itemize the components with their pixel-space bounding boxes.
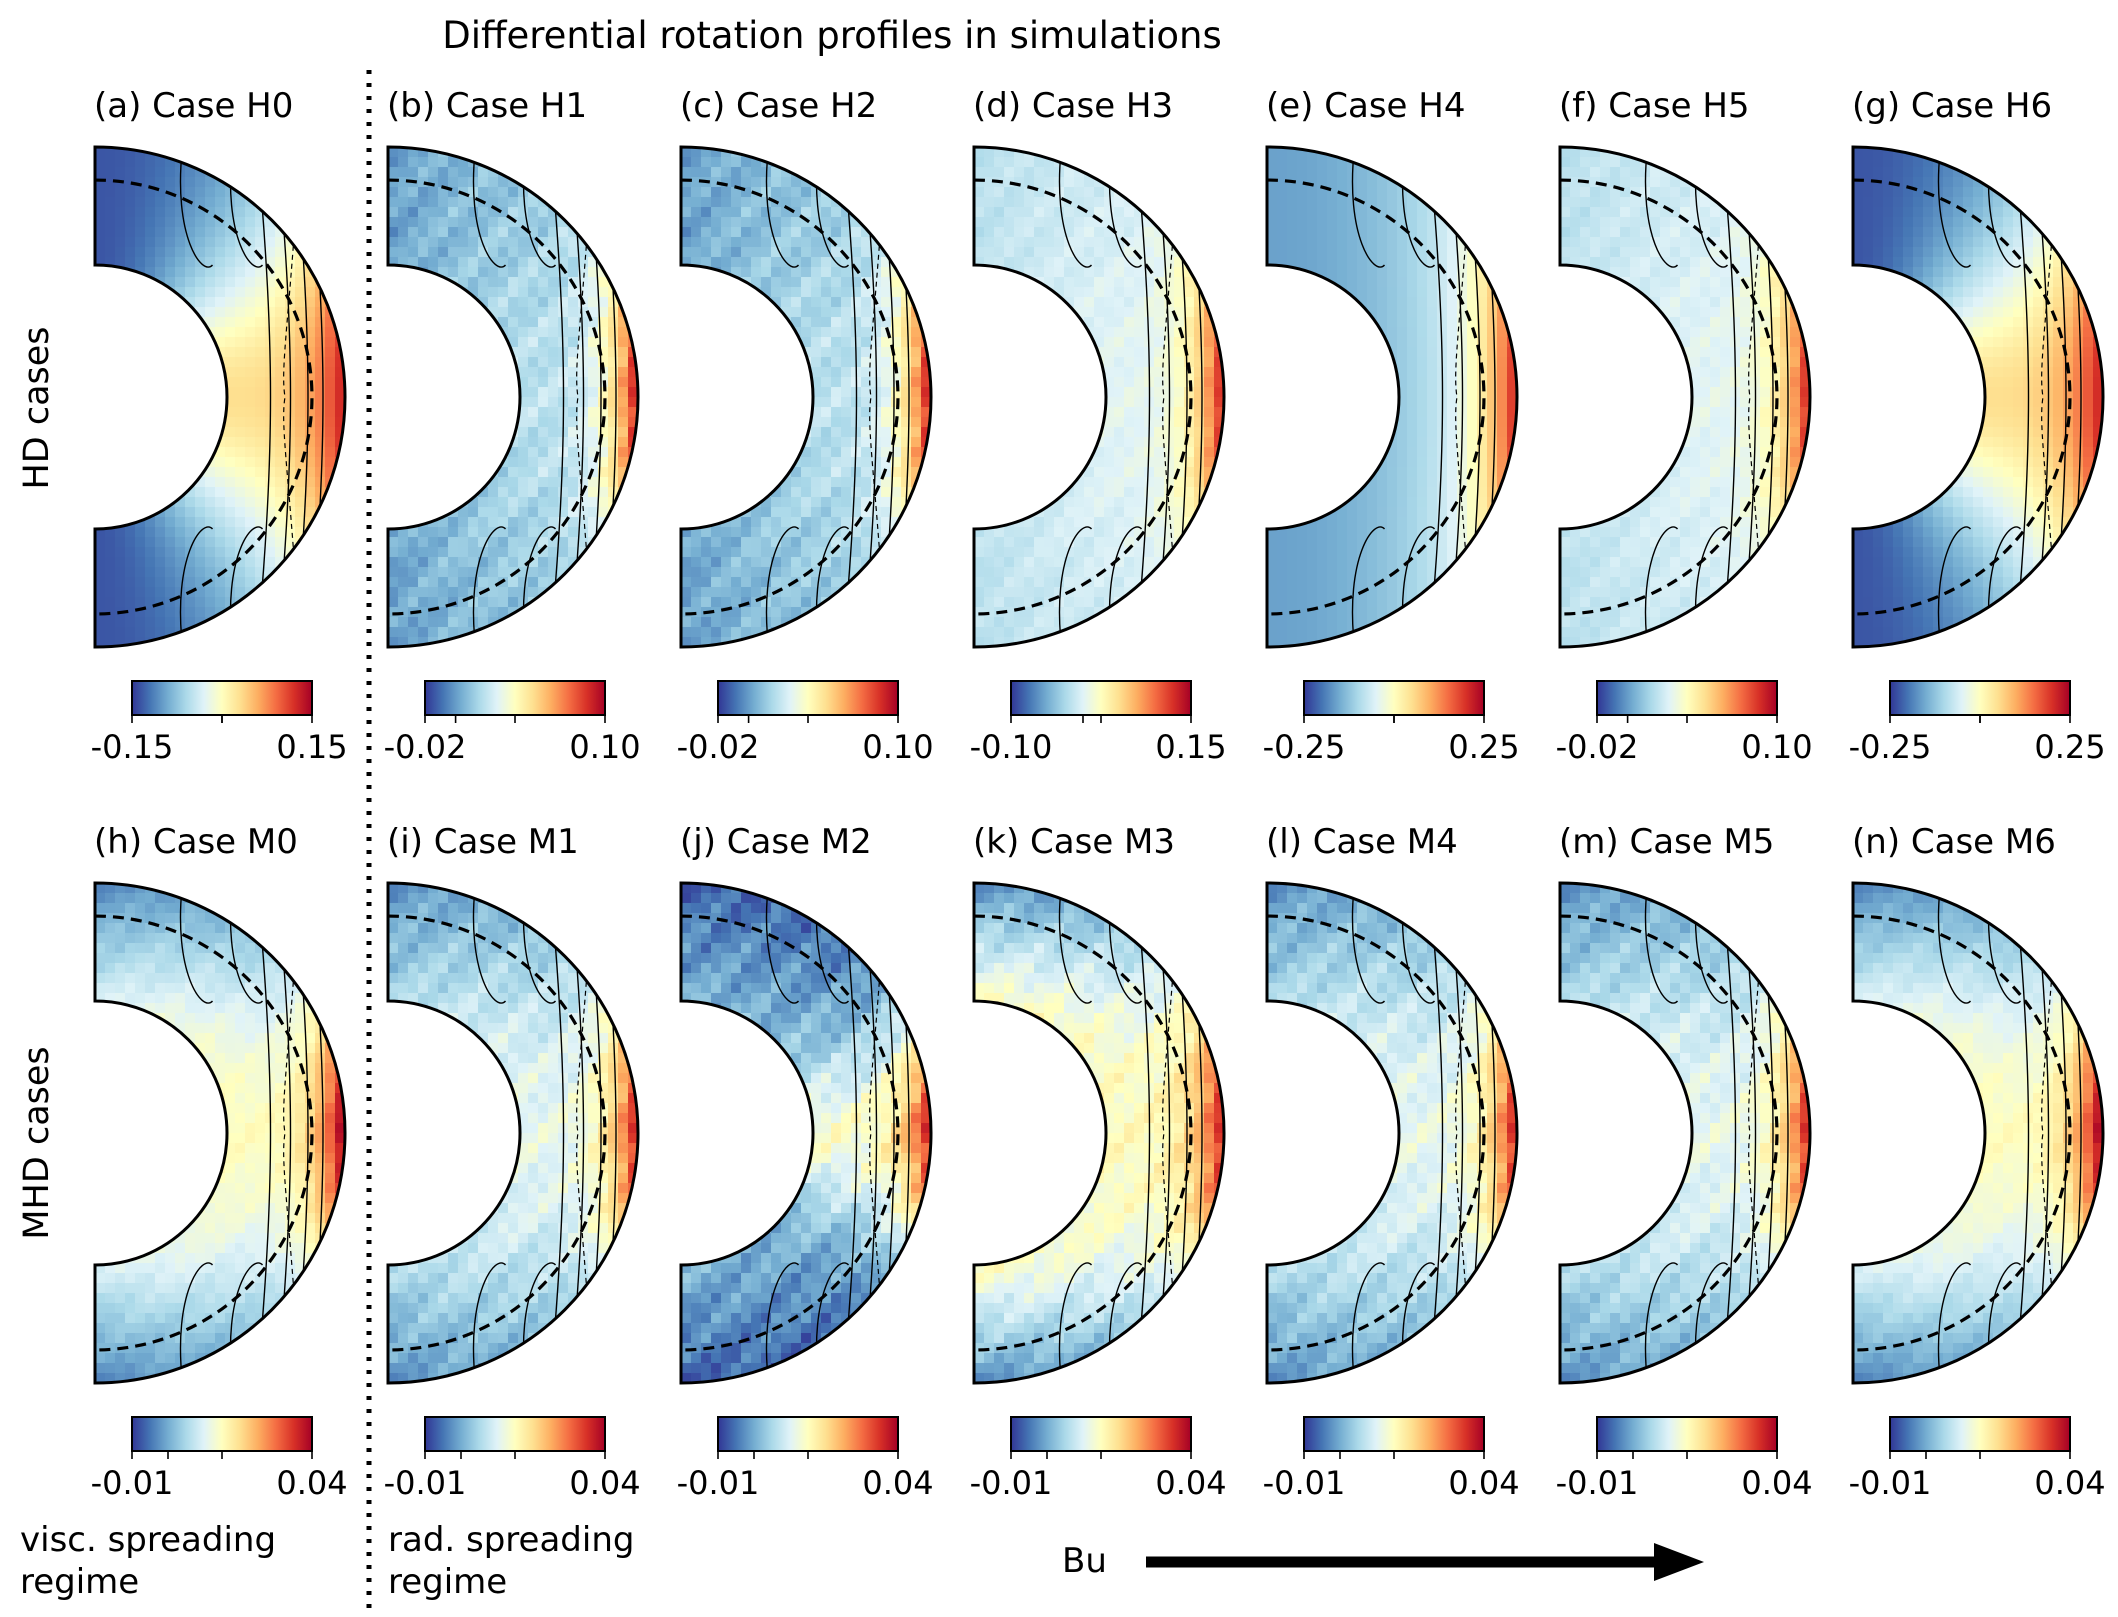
visc-regime-line1: visc. spreading	[20, 1520, 276, 1560]
shell-outline	[1558, 881, 1812, 1385]
colorbar-min-label: -0.01	[1849, 1464, 1932, 1502]
shell-outline	[972, 881, 1226, 1385]
colorbar: -0.01 0.04	[1849, 1416, 2106, 1502]
colorbar-min-label: -0.01	[384, 1464, 467, 1502]
panel-l: (l) Case M4 -0.01 0.04	[1263, 822, 1520, 1502]
colorbar: -0.01 0.04	[1556, 1416, 1813, 1502]
shell-outline	[972, 145, 1226, 649]
panel-g: (g) Case H6 -0.25 0.25	[1849, 86, 2106, 766]
panel-title: (g) Case H6	[1852, 86, 2052, 126]
panel-title: (l) Case M4	[1266, 822, 1458, 862]
panel-h: (h) Case M0 -0.01 0.04	[91, 822, 348, 1502]
colorbar: -0.02 0.10	[384, 680, 641, 766]
colorbar-max-label: 0.04	[1155, 1464, 1226, 1502]
colorbar: -0.25 0.25	[1263, 680, 1520, 766]
colorbar-min-label: -0.02	[1556, 728, 1639, 766]
panel-j: (j) Case M2 -0.01 0.04	[677, 822, 934, 1502]
colorbar-max-label: 0.10	[862, 728, 933, 766]
colorbar-max-label: 0.04	[276, 1464, 347, 1502]
panel-n: (n) Case M6 -0.01 0.04	[1849, 822, 2106, 1502]
colorbar-min-label: -0.25	[1263, 728, 1346, 766]
bu-label: Bu	[1062, 1541, 1107, 1581]
shell-outline	[1851, 145, 2105, 649]
colorbar: -0.02 0.10	[1556, 680, 1813, 766]
colorbar-max-label: 0.15	[276, 728, 347, 766]
panel-title: (h) Case M0	[94, 822, 298, 862]
panel-title: (c) Case H2	[680, 86, 877, 126]
colorbar-min-label: -0.01	[91, 1464, 174, 1502]
colorbar-max-label: 0.04	[862, 1464, 933, 1502]
shell-outline	[1851, 881, 2105, 1385]
panel-b: (b) Case H1 -0.02 0.10	[384, 86, 641, 766]
row-label-mhd: MHD cases	[17, 1046, 57, 1239]
colorbar: -0.02 0.10	[677, 680, 934, 766]
colorbar-min-label: -0.02	[677, 728, 760, 766]
shell-outline	[1265, 145, 1519, 649]
colorbar-max-label: 0.04	[2034, 1464, 2105, 1502]
colorbar: -0.01 0.04	[384, 1416, 641, 1502]
panel-f: (f) Case H5 -0.02 0.10	[1556, 86, 1813, 766]
panel-title: (m) Case M5	[1559, 822, 1774, 862]
colorbar: -0.25 0.25	[1849, 680, 2106, 766]
panel-title: (j) Case M2	[680, 822, 872, 862]
colorbar-max-label: 0.04	[569, 1464, 640, 1502]
panel-title: (i) Case M1	[387, 822, 579, 862]
colorbar-min-label: -0.25	[1849, 728, 1932, 766]
colorbar-max-label: 0.04	[1741, 1464, 1812, 1502]
shell-outline	[679, 881, 933, 1385]
panel-title: (n) Case M6	[1852, 822, 2056, 862]
rad-regime-line2: regime	[388, 1562, 507, 1602]
bu-arrow-head	[1654, 1543, 1704, 1581]
colorbar-max-label: 0.10	[569, 728, 640, 766]
colorbar-min-label: -0.01	[677, 1464, 760, 1502]
heatmap-field	[95, 883, 345, 1383]
panel-c: (c) Case H2 -0.02 0.10	[677, 86, 934, 766]
colorbar: -0.15 0.15	[91, 680, 348, 766]
panel-title: (e) Case H4	[1266, 86, 1465, 126]
shell-outline	[386, 145, 640, 649]
figure-title: Differential rotation profiles in simula…	[442, 14, 1222, 57]
colorbar-min-label: -0.02	[384, 728, 467, 766]
colorbar-max-label: 0.15	[1155, 728, 1226, 766]
panel-title: (b) Case H1	[387, 86, 587, 126]
colorbar-min-label: -0.10	[970, 728, 1053, 766]
colorbar-max-label: 0.25	[1448, 728, 1519, 766]
panel-k: (k) Case M3 -0.01 0.04	[970, 822, 1227, 1502]
colorbar-min-label: -0.01	[1556, 1464, 1639, 1502]
panel-m: (m) Case M5 -0.01 0.04	[1556, 822, 1813, 1502]
colorbar-max-label: 0.10	[1741, 728, 1812, 766]
heatmap-field	[1267, 883, 1517, 1383]
colorbar: -0.10 0.15	[970, 680, 1227, 766]
panel-title: (d) Case H3	[973, 86, 1173, 126]
colorbar: -0.01 0.04	[970, 1416, 1227, 1502]
colorbar: -0.01 0.04	[91, 1416, 348, 1502]
colorbar-min-label: -0.01	[970, 1464, 1053, 1502]
row-label-hd: HD cases	[17, 326, 57, 489]
panel-title: (k) Case M3	[973, 822, 1175, 862]
panel-d: (d) Case H3 -0.10 0.15	[970, 86, 1227, 766]
shell-outline	[679, 145, 933, 649]
colorbar-max-label: 0.04	[1448, 1464, 1519, 1502]
panels: (a) Case H0 -0.15 0.15 (b) Case H1 -0.02 0.10…	[91, 86, 2106, 1502]
rad-regime-line1: rad. spreading	[388, 1520, 634, 1560]
shell-outline	[386, 881, 640, 1385]
shell-outline	[93, 881, 347, 1385]
colorbar-max-label: 0.25	[2034, 728, 2105, 766]
shell-outline	[93, 145, 347, 649]
colorbar-min-label: -0.15	[91, 728, 174, 766]
colorbar: -0.01 0.04	[677, 1416, 934, 1502]
panel-title: (f) Case H5	[1559, 86, 1750, 126]
colorbar-min-label: -0.01	[1263, 1464, 1346, 1502]
visc-regime-line2: regime	[20, 1562, 139, 1602]
colorbar: -0.01 0.04	[1263, 1416, 1520, 1502]
shell-outline	[1265, 881, 1519, 1385]
panel-i: (i) Case M1 -0.01 0.04	[384, 822, 641, 1502]
panel-title: (a) Case H0	[94, 86, 293, 126]
panel-a: (a) Case H0 -0.15 0.15	[91, 86, 348, 766]
panel-e: (e) Case H4 -0.25 0.25	[1263, 86, 1520, 766]
shell-outline	[1558, 145, 1812, 649]
